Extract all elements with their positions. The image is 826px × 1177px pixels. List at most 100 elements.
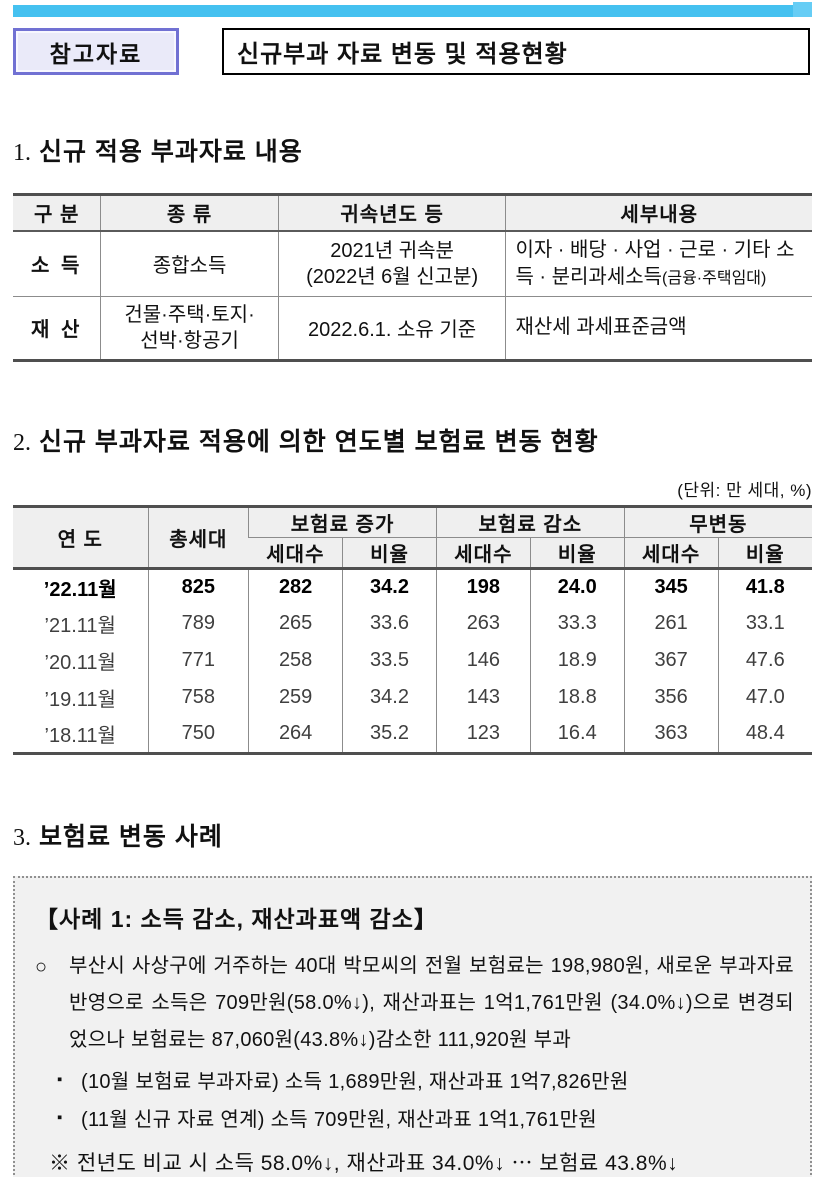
case-paragraph-text: 부산시 사상구에 거주하는 40대 박모씨의 전월 보험료는 198,980원,… [69,954,794,1051]
cell-detail: 이자 · 배당 · 사업 · 근로 · 기타 소득 · 분리과세소득(금융·주택… [505,230,812,296]
table2-sub-header-row: 세대수 비율 세대수 비율 세대수 비율 [13,537,812,568]
table-cell: ’22.11월 [43,578,117,601]
cell-basis: 2022.6.1. 소유 기준 [277,295,506,360]
column-group-increase: 보험료 증가 [248,506,437,538]
table-cell: 33.3 [529,605,625,642]
table-cell: 33.6 [342,605,437,642]
table-cell: 16.4 [529,716,625,753]
unit-note: (단위: 만 세대, %) [677,480,812,500]
case-example-box: 【사례 1: 소득 감소, 재산과표액 감소】 ○ 부산시 사상구에 거주하는 … [13,875,812,1177]
table1-header-row: 구 분 종 류 귀속년도 등 세부내용 [13,194,812,232]
table-cell: 123 [435,716,531,753]
table-row: ’18.11월 750 264 35.2 123 16.4 363 48.4 [13,716,812,753]
column-header-year: 연 도 [13,506,149,568]
section-1-heading: 1. 신규 적용 부과자료 내용 [13,132,813,168]
column-header-basis: 귀속년도 등 [277,194,506,232]
table-cell: 789 [147,605,249,642]
table-cell: ’18.11월 [44,725,116,748]
cell-kind: 종합소득 [100,230,279,296]
table-cell: 367 [623,642,719,679]
reference-label: 참고자료 [49,40,143,67]
table-cell: 263 [435,605,531,642]
table-row: ’22.11월 825 282 34.2 198 24.0 345 41.8 [13,568,812,605]
table-cell: 750 [147,716,249,753]
new-data-table: 구 분 종 류 귀속년도 등 세부내용 소 득 종합소득 2021년 귀속분 (… [13,193,812,362]
table-cell: 258 [248,642,343,679]
table-cell: 24.0 [529,568,625,605]
section-3-heading: 3. 보험료 변동 사례 [13,817,813,853]
table-cell: 282 [248,568,343,605]
cell-kind: 건물·주택·토지· 선박·항공기 [100,295,279,360]
table-cell: 146 [435,642,531,679]
circle-bullet-marker: ○ [35,955,48,978]
table-cell: 363 [623,716,719,753]
case-note: ※ 전년도 비교 시 소득 58.0%↓, 재산과표 34.0%↓ ⋯ 보험료 … [49,1151,679,1175]
table-cell: 259 [248,679,343,716]
cell-detail: 재산세 과세표준금액 [505,295,812,360]
cell-basis: 2021년 귀속분 (2022년 6월 신고분) [277,230,506,296]
section-3-title: 보험료 변동 사례 [38,822,223,851]
document-title-box: 신규부과 자료 변동 및 적용현황 [222,28,810,75]
table-cell: 265 [248,605,343,642]
table-cell: 33.5 [342,642,437,679]
table2-group-header-row: 연 도 총세대 보험료 증가 보험료 감소 무변동 [13,506,812,568]
section-2-title: 신규 부과자료 적용에 의한 연도별 보험료 변동 현황 [38,427,599,456]
table-cell: 758 [147,679,249,716]
column-header-category: 구 분 [13,194,101,232]
table-cell: 18.9 [529,642,625,679]
column-header-rate: 비율 [342,537,437,568]
table-cell: 825 [147,568,249,605]
square-bullet-marker: ▪ [57,1070,63,1088]
case-bullet-text: (10월 보험료 부과자료) 소득 1,689만원, 재산과표 1억7,826만… [81,1070,629,1093]
cell-category: 소 득 [31,255,83,277]
table-cell: ’20.11월 [44,652,116,674]
table-cell: 261 [623,605,719,642]
table-cell: 41.8 [717,568,812,605]
table-cell: 34.2 [342,679,437,716]
case-bullet-text: (11월 신규 자료 연계) 소득 709만원, 재산과표 1억1,761만원 [81,1108,597,1131]
document-title: 신규부과 자료 변동 및 적용현황 [237,41,568,68]
table-row-property: 재 산 건물·주택·토지· 선박·항공기 2022.6.1. 소유 기준 재산세… [13,295,812,360]
section-1-title: 신규 적용 부과자료 내용 [38,138,303,166]
section-yearly-change: 2. 신규 부과자료 적용에 의한 연도별 보험료 변동 현황 (단위: 만 세… [0,422,826,755]
section-2-number: 2. [13,429,31,456]
table-cell: 47.6 [717,642,812,679]
section-new-data: 1. 신규 적용 부과자료 내용 구 분 종 류 귀속년도 등 세부내용 소 득… [0,132,826,362]
column-header-kind: 종 류 [100,194,279,232]
table-cell: 771 [147,642,249,679]
table-row: ’21.11월 789 265 33.6 263 33.3 261 33.1 [13,605,812,642]
table-row-income: 소 득 종합소득 2021년 귀속분 (2022년 6월 신고분) 이자 · 배… [13,230,812,296]
top-accent-cap [793,2,812,17]
column-header-rate: 비율 [717,537,812,568]
section-case-examples: 3. 보험료 변동 사례 【사례 1: 소득 감소, 재산과표액 감소】 ○ 부… [0,817,826,1177]
cell-category: 재 산 [13,295,101,360]
case-paragraph: ○ 부산시 사상구에 거주하는 40대 박모씨의 전월 보험료는 198,980… [35,948,794,1059]
section-2-heading: 2. 신규 부과자료 적용에 의한 연도별 보험료 변동 현황 [13,422,813,458]
column-header-total: 총세대 [147,506,249,568]
table-cell: ’21.11월 [44,615,116,637]
table-cell: 48.4 [717,716,812,753]
reference-label-box: 참고자료 [13,28,179,75]
table-cell: 345 [623,568,719,605]
table-cell: 198 [435,568,531,605]
table-cell: 356 [623,679,719,716]
table-cell: 33.1 [717,605,812,642]
case-bullet-item: ▪ (10월 보험료 부과자료) 소득 1,689만원, 재산과표 1억7,826… [57,1063,794,1101]
table-cell: ’19.11월 [44,689,116,711]
table-cell: 264 [248,716,343,753]
table-cell: 34.2 [342,568,437,605]
section-3-number: 3. [13,824,31,851]
column-header-households: 세대수 [623,537,719,568]
column-header-households: 세대수 [248,537,343,568]
column-group-nochange: 무변동 [623,506,812,538]
cell-detail-small-text: (금융·주택임대) [662,269,767,287]
cell-detail-text: 재산세 과세표준금액 [515,316,687,338]
table-row: ’20.11월 771 258 33.5 146 18.9 367 47.6 [13,642,812,679]
case-title: 【사례 1: 소득 감소, 재산과표액 감소】 [35,905,438,932]
column-group-decrease: 보험료 감소 [435,506,625,538]
case-bullet-list: ▪ (10월 보험료 부과자료) 소득 1,689만원, 재산과표 1억7,826… [57,1063,794,1139]
square-bullet-marker: ▪ [57,1108,63,1126]
table-cell: 143 [435,679,531,716]
case-bullet-item: ▪ (11월 신규 자료 연계) 소득 709만원, 재산과표 1억1,761만원 [57,1101,794,1139]
table-row: ’19.11월 758 259 34.2 143 18.8 356 47.0 [13,679,812,716]
